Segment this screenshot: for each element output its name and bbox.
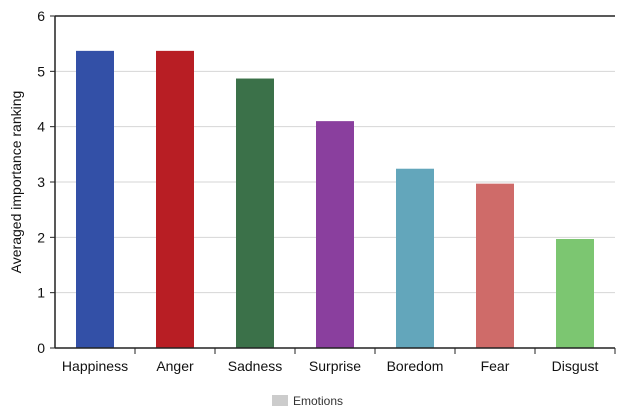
x-tick-labels: Happiness Anger Sadness Surprise Boredom Fear… <box>62 358 599 374</box>
y-tick-label: 0 <box>37 340 45 356</box>
y-tick-label: 6 <box>37 8 45 24</box>
bar-surprise <box>316 121 354 348</box>
bar-disgust <box>556 238 594 348</box>
y-tick-label: 2 <box>37 229 45 245</box>
y-tick-label: 1 <box>37 285 45 301</box>
x-tick-label: Fear <box>481 358 510 374</box>
bar-sadness <box>236 78 274 348</box>
bar-anger <box>156 50 194 349</box>
bar-happiness <box>76 50 114 349</box>
y-tick-labels: 0 1 2 3 4 5 6 <box>37 8 45 356</box>
x-tick-label: Happiness <box>62 358 128 374</box>
axes <box>50 15 616 354</box>
y-tick-label: 4 <box>37 119 45 135</box>
legend: Emotions <box>272 394 343 407</box>
x-tick-label: Surprise <box>309 358 361 374</box>
bars <box>76 50 594 349</box>
bar-fear <box>476 183 514 348</box>
legend-swatch <box>272 395 288 406</box>
x-tick-label: Disgust <box>552 358 599 374</box>
y-tick-label: 3 <box>37 174 45 190</box>
x-tick-label: Sadness <box>228 358 282 374</box>
x-tick-label: Anger <box>156 358 194 374</box>
y-axis-title: Averaged importance ranking <box>8 91 24 274</box>
legend-label: Emotions <box>293 394 343 407</box>
x-tick-label: Boredom <box>387 358 444 374</box>
bar-boredom <box>396 168 434 348</box>
y-tick-label: 5 <box>37 63 45 79</box>
